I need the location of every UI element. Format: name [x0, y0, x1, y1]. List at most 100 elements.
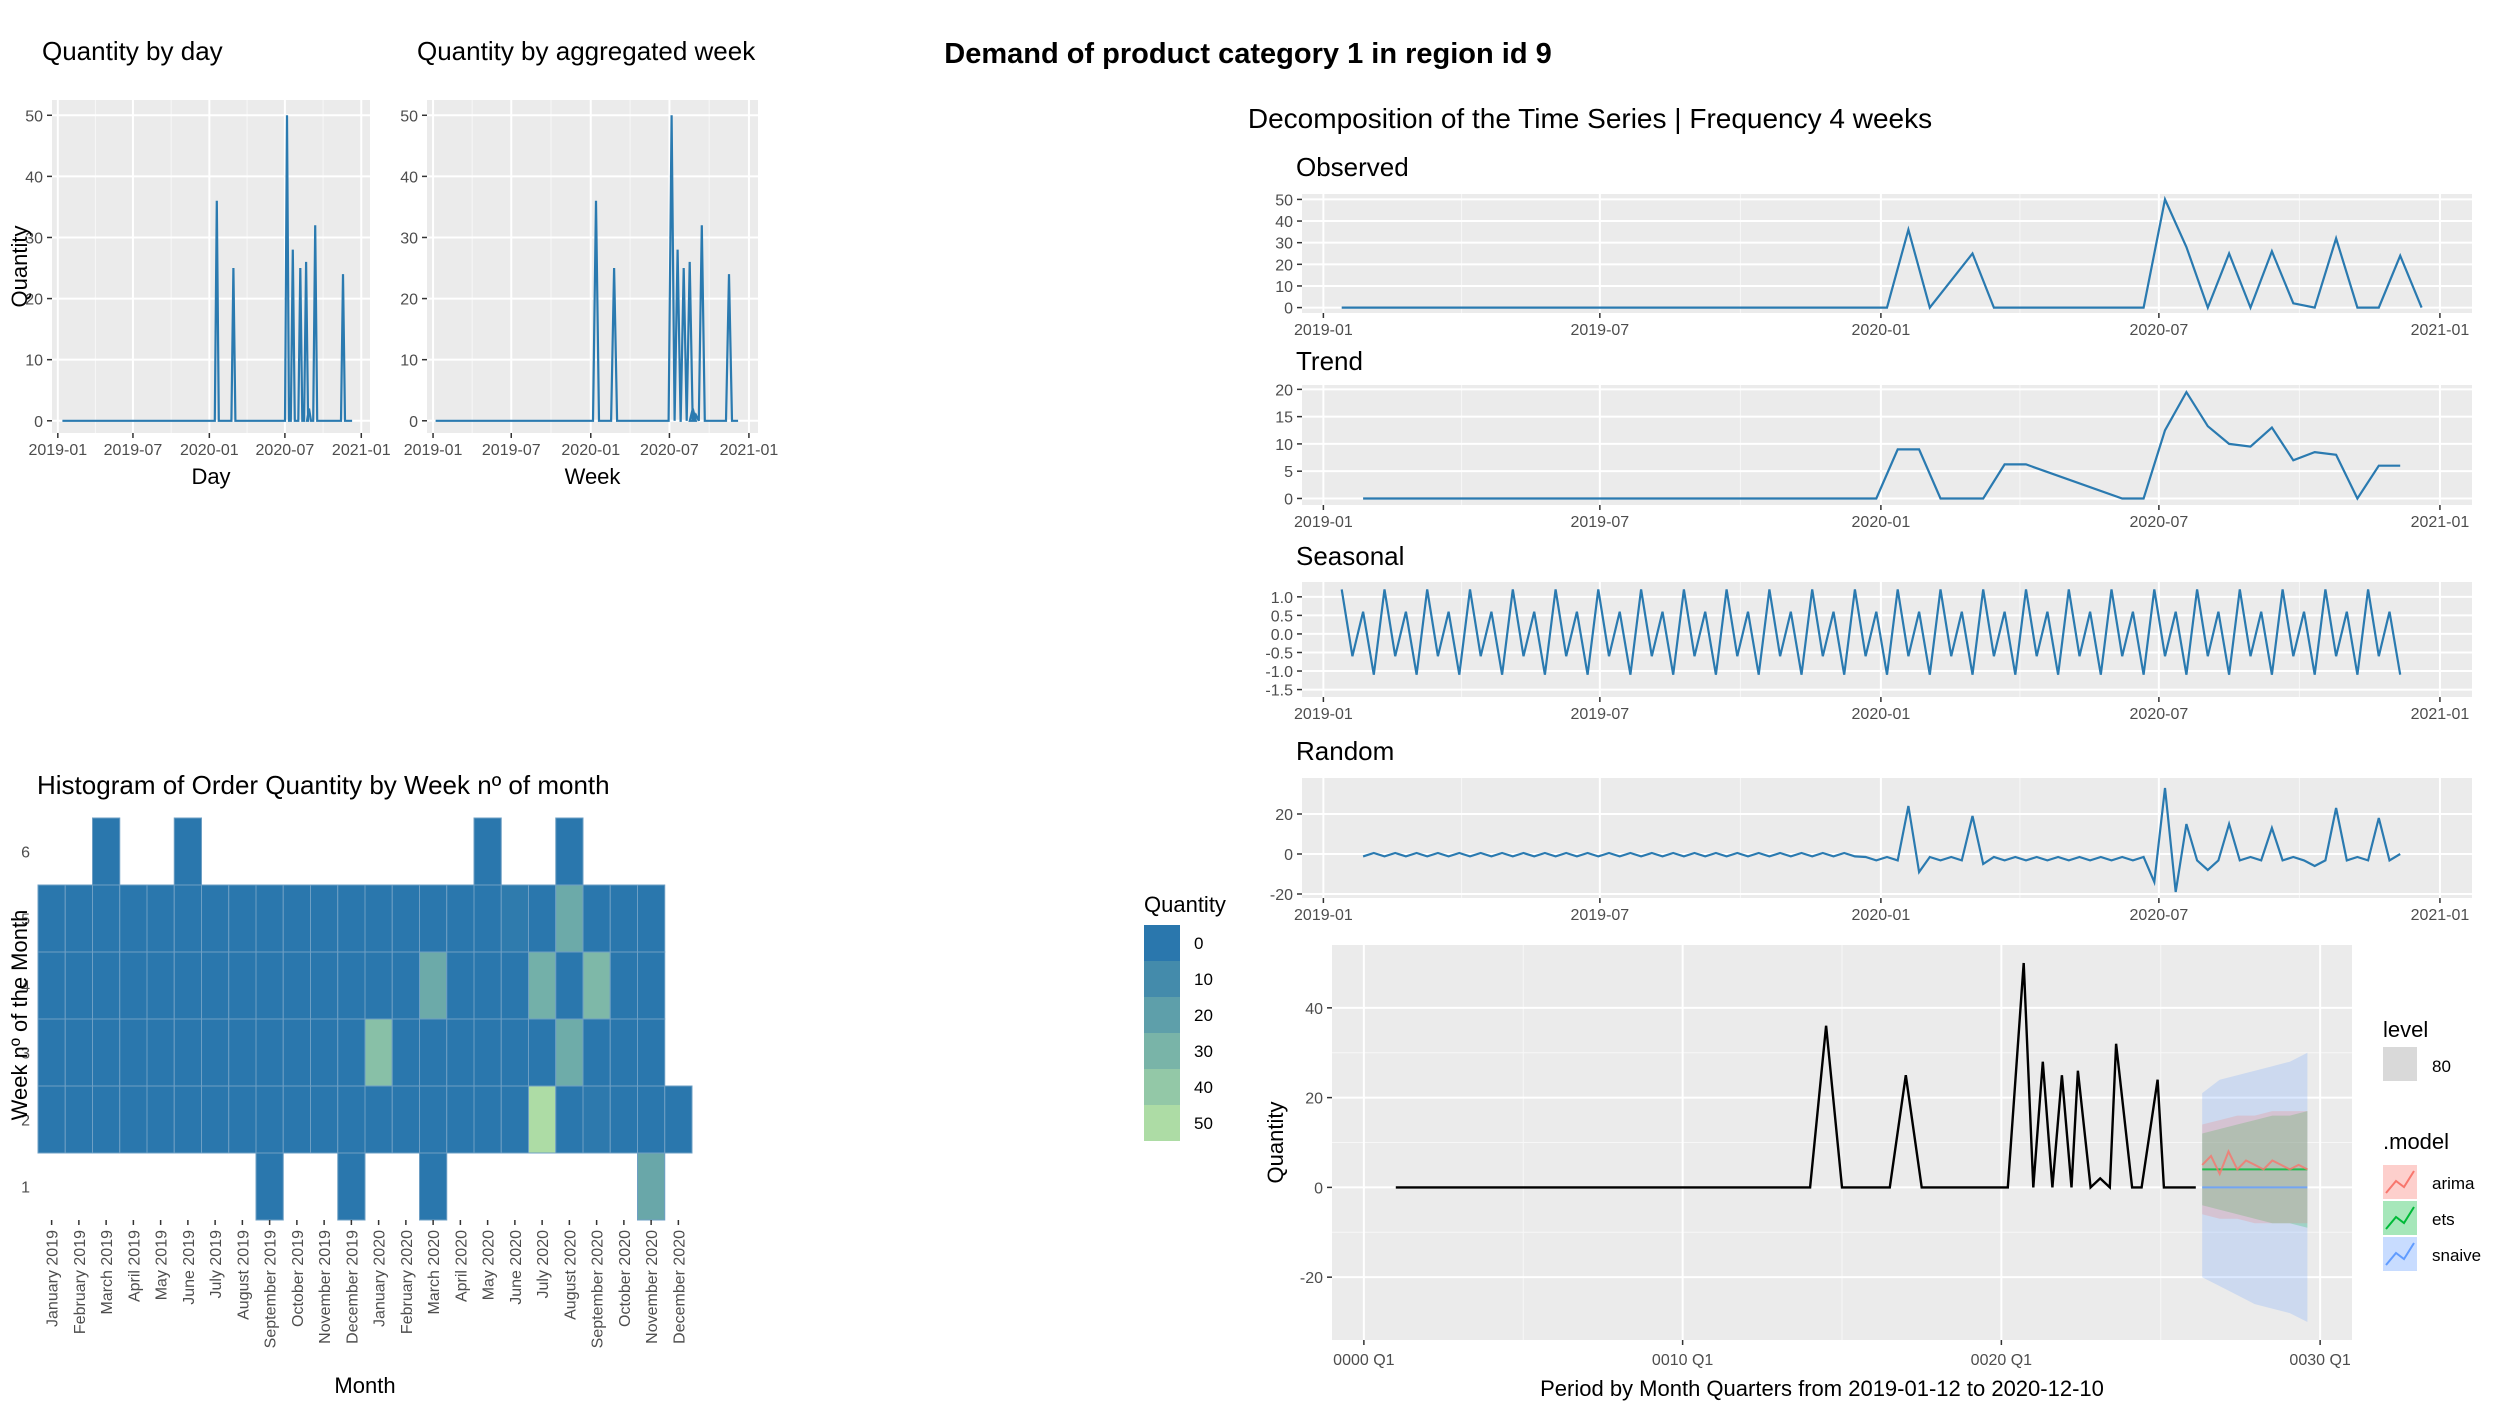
decomp-random-y-tick-label: -20 — [1270, 887, 1293, 904]
heatmap-cell — [310, 884, 339, 953]
heatmap-cell — [473, 1085, 502, 1154]
heatmap-cell — [582, 884, 611, 953]
decomp-trend-series-line — [1363, 389, 2401, 501]
decomp-trend-y-tick-label: 15 — [1275, 410, 1293, 427]
heatmap-cell — [637, 951, 666, 1020]
heatmap-cell — [637, 1018, 666, 1087]
week-chart-y-tick-label: 50 — [400, 108, 418, 125]
decomp-seasonal-y-tick-label: -1.0 — [1265, 664, 1293, 681]
forecast-legend-snaive-label: snaive — [2432, 1246, 2481, 1265]
heatmap-cell — [146, 1085, 175, 1154]
day-chart-panel-bg — [52, 100, 370, 433]
heatmap-x-tick-label: August 2020 — [562, 1230, 579, 1320]
heatmap-legend-label: 50 — [1194, 1114, 1213, 1133]
heatmap-cell — [419, 1018, 448, 1087]
day-chart-x-tick-label: 2020-07 — [256, 442, 315, 459]
forecast-y-tick-label: 20 — [1305, 1091, 1323, 1108]
decomp-observed-series-line — [1341, 195, 2423, 311]
decomp-seasonal-series-line — [1340, 589, 2402, 675]
week-chart-x-tick-label: 2021-01 — [720, 442, 779, 459]
decomp-random-x-tick-label: 2020-07 — [2130, 907, 2189, 924]
decomp-observed-y-tick-label: 10 — [1275, 279, 1293, 296]
heatmap-cell — [173, 1085, 202, 1154]
heatmap-cell — [228, 1018, 257, 1087]
week-chart-x-tick-label: 2020-07 — [640, 442, 699, 459]
decomp-seasonal-x-tick-label: 2019-01 — [1294, 706, 1353, 723]
forecast-legend-ets-glyph — [2385, 1206, 2415, 1230]
heatmap-cell — [337, 884, 366, 953]
heatmap-cell — [364, 884, 393, 953]
week-chart-x-tick-label: 2020-01 — [561, 442, 620, 459]
heatmap-x-tick-label: April 2020 — [453, 1230, 470, 1302]
heatmap-cell — [255, 884, 284, 953]
heatmap-cell — [555, 951, 584, 1020]
heatmap-cell — [146, 951, 175, 1020]
heatmap-cell — [119, 1085, 148, 1154]
heatmap-x-tick-label: January 2020 — [372, 1230, 389, 1327]
heatmap-cell — [500, 884, 529, 953]
forecast-x-label: Period by Month Quarters from 2019-01-12… — [1540, 1376, 2104, 1401]
forecast-legend-level-key — [2383, 1047, 2417, 1081]
heatmap-cell — [446, 951, 475, 1020]
heatmap-x-tick-label: July 2019 — [208, 1230, 225, 1299]
decomp-trend-x-tick-label: 2019-01 — [1294, 514, 1353, 531]
heatmap-cell — [337, 1152, 366, 1221]
day-chart-x-tick-label: 2019-01 — [28, 442, 87, 459]
heatmap-cell — [555, 817, 584, 886]
decomp-trend-y-tick-label: 0 — [1284, 491, 1293, 508]
decomp-observed-y-tick-label: 20 — [1275, 257, 1293, 274]
heatmap-x-tick-label: October 2019 — [290, 1230, 307, 1327]
heatmap-cell — [37, 1085, 66, 1154]
week-chart-series-line — [435, 115, 739, 422]
week-chart-title: Quantity by aggregated week — [417, 36, 756, 66]
decomp-random-panel-bg — [1302, 778, 2472, 898]
decomp-trend-title: Trend — [1296, 346, 1363, 376]
heatmap-cell — [473, 884, 502, 953]
week-chart-y-tick-label: 40 — [400, 169, 418, 186]
decomp-seasonal-y-tick-label: 1.0 — [1271, 590, 1293, 607]
heatmap-legend-label: 20 — [1194, 1006, 1213, 1025]
decomp-random-y-tick-label: 20 — [1275, 807, 1293, 824]
heatmap-cell — [282, 1085, 311, 1154]
heatmap-cell — [282, 951, 311, 1020]
heatmap-cell — [500, 1085, 529, 1154]
heatmap-cell — [119, 884, 148, 953]
heatmap-cell — [473, 1018, 502, 1087]
day-chart-y-tick-label: 40 — [25, 169, 43, 186]
decomp-seasonal-y-tick-label: 0.0 — [1271, 627, 1293, 644]
heatmap-cell — [255, 951, 284, 1020]
decomp-trend-x-tick-label: 2020-01 — [1852, 514, 1911, 531]
day-chart-y-tick-label: 20 — [25, 292, 43, 309]
heatmap-y-tick-label: 1 — [21, 1180, 30, 1197]
heatmap-y-tick-label: 4 — [21, 979, 30, 996]
heatmap-cell — [582, 951, 611, 1020]
decomp-observed-y-tick-label: 30 — [1275, 236, 1293, 253]
heatmap-y-tick-label: 5 — [21, 912, 30, 929]
forecast-y-label: Quantity — [1263, 1102, 1288, 1184]
heatmap-legend-key — [1144, 1033, 1180, 1069]
heatmap-cell — [173, 1018, 202, 1087]
forecast-legend-model-title: .model — [2383, 1129, 2449, 1154]
heatmap-cell — [419, 1152, 448, 1221]
decomp-trend-x-tick-label: 2020-07 — [2130, 514, 2189, 531]
decomp-random-series-line — [1362, 787, 2401, 893]
forecast-legend-ets-label: ets — [2432, 1210, 2455, 1229]
decomp-seasonal-x-tick-label: 2020-07 — [2130, 706, 2189, 723]
week-chart-x-label: Week — [565, 464, 622, 489]
forecast-legend-ets-key — [2383, 1201, 2417, 1235]
heatmap-y-tick-label: 2 — [21, 1113, 30, 1130]
heatmap-cell — [446, 1018, 475, 1087]
heatmap-cell — [310, 1085, 339, 1154]
heatmap-cell — [228, 951, 257, 1020]
decomp-trend-y-tick-label: 5 — [1284, 464, 1293, 481]
heatmap-cell — [37, 951, 66, 1020]
day-chart-y-tick-label: 50 — [25, 108, 43, 125]
heatmap-cell — [92, 1085, 121, 1154]
heatmap-cell — [609, 951, 638, 1020]
heatmap-cell — [119, 951, 148, 1020]
day-chart-x-label: Day — [191, 464, 230, 489]
heatmap-x-tick-label: May 2019 — [154, 1230, 171, 1300]
heatmap-x-tick-label: November 2019 — [317, 1230, 334, 1344]
heatmap-cell — [146, 1018, 175, 1087]
heatmap-cell — [364, 1085, 393, 1154]
